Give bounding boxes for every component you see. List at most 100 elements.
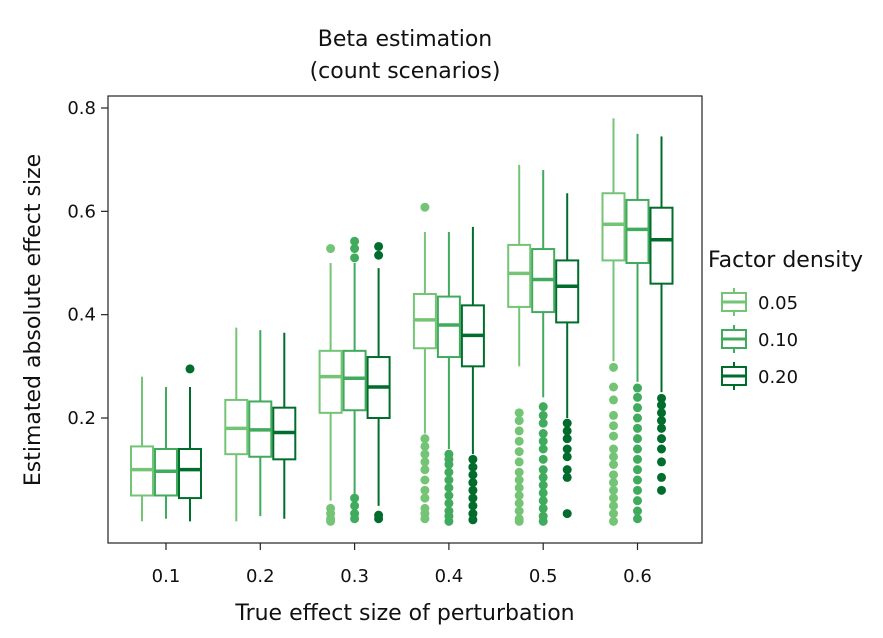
outlier-point — [514, 457, 524, 467]
outlier-point — [374, 241, 384, 251]
legend: Factor density 0.05 0.10 0.20 — [708, 248, 863, 390]
outlier-point — [633, 383, 642, 393]
outlier-point — [562, 444, 572, 454]
outlier-point — [633, 506, 642, 516]
x-axis: 0.1 0.2 0.3 0.4 0.5 0.6 — [152, 543, 652, 587]
outlier-point — [538, 516, 548, 526]
outlier-point — [514, 483, 524, 493]
outlier-point — [562, 426, 572, 436]
outlier-point — [562, 509, 572, 519]
outlier-point — [657, 472, 666, 482]
outlier-point — [538, 480, 548, 490]
outlier-point — [633, 465, 642, 475]
outlier-point — [444, 498, 454, 508]
outlier-point — [538, 465, 548, 475]
x-tick-label: 0.4 — [435, 566, 464, 587]
outlier-point — [609, 452, 618, 462]
outlier-point — [468, 509, 478, 519]
outlier-point — [468, 454, 478, 464]
outlier-point — [609, 478, 618, 488]
outlier-point — [657, 434, 666, 444]
outlier-point — [468, 462, 478, 472]
outlier-point — [514, 408, 524, 418]
outlier-point — [374, 250, 384, 260]
outlier-point — [538, 488, 548, 498]
outlier-point — [633, 496, 642, 506]
outlier-point — [633, 413, 642, 423]
x-tick-label: 0.3 — [340, 566, 369, 587]
outlier-point — [420, 434, 430, 444]
outlier-point — [538, 418, 548, 428]
plot-frame — [107, 95, 703, 544]
outlier-point — [538, 496, 548, 506]
outlier-point — [350, 514, 360, 524]
outlier-point — [633, 423, 642, 433]
outlier-point — [538, 472, 548, 482]
outlier-point — [444, 475, 454, 485]
legend-title: Factor density — [708, 248, 863, 273]
outlier-point — [609, 382, 618, 392]
outlier-point — [350, 253, 360, 263]
box — [625, 198, 650, 264]
y-tick-label: 0.6 — [67, 201, 96, 222]
outlier-point — [444, 516, 454, 526]
outlier-point — [350, 493, 360, 503]
outlier-point — [562, 472, 572, 482]
outlier-point — [609, 493, 618, 503]
x-tick-label: 0.1 — [152, 566, 181, 587]
outlier-point — [444, 460, 454, 469]
outlier-point — [326, 244, 336, 254]
box — [318, 349, 343, 414]
outlier-point — [468, 501, 478, 511]
outlier-point — [657, 408, 666, 418]
outlier-point — [609, 410, 618, 420]
outlier-point — [326, 516, 336, 526]
outlier-point — [444, 483, 454, 493]
box — [649, 206, 674, 285]
y-tick-label: 0.2 — [67, 408, 96, 429]
box — [436, 295, 461, 359]
outlier-point — [514, 467, 524, 477]
x-tick-label: 0.6 — [623, 566, 652, 587]
outlier-point — [514, 447, 524, 457]
outlier-point — [420, 514, 430, 524]
outlier-point — [609, 470, 618, 480]
outlier-point — [562, 465, 572, 475]
outlier-point — [609, 421, 618, 431]
outlier-point — [657, 444, 666, 454]
legend-label: 0.05 — [758, 293, 798, 314]
y-tick-label: 0.8 — [67, 98, 96, 119]
outlier-point — [657, 416, 666, 426]
outlier-point — [468, 485, 478, 495]
outlier-point — [562, 452, 572, 462]
outlier-point — [350, 501, 360, 511]
outlier-point — [609, 395, 618, 405]
outlier-point — [633, 475, 642, 485]
outlier-point — [468, 515, 478, 525]
outlier-point — [420, 493, 430, 503]
y-axis: 0.2 0.4 0.6 0.8 — [67, 98, 108, 429]
outlier-point — [514, 426, 524, 436]
box — [342, 349, 367, 412]
outlier-point — [538, 402, 548, 412]
outlier-point — [420, 475, 430, 485]
outlier-point — [514, 475, 524, 485]
outlier-point — [468, 478, 478, 488]
y-axis-title: Estimated absolute effect size — [21, 154, 46, 486]
outlier-point — [609, 509, 618, 519]
outlier-point — [657, 393, 666, 403]
outlier-point — [633, 403, 642, 413]
boxes-layer — [130, 118, 674, 526]
box — [601, 192, 626, 262]
outlier-point — [374, 514, 384, 524]
outlier-point — [633, 514, 642, 524]
box — [555, 259, 580, 324]
outlier-point — [420, 449, 430, 459]
outlier-point — [633, 434, 642, 444]
outlier-point — [185, 364, 195, 374]
outlier-point — [420, 441, 430, 451]
outlier-point — [514, 506, 524, 516]
outlier-point — [562, 434, 572, 444]
outlier-point — [514, 491, 524, 500]
outlier-point — [350, 236, 360, 246]
